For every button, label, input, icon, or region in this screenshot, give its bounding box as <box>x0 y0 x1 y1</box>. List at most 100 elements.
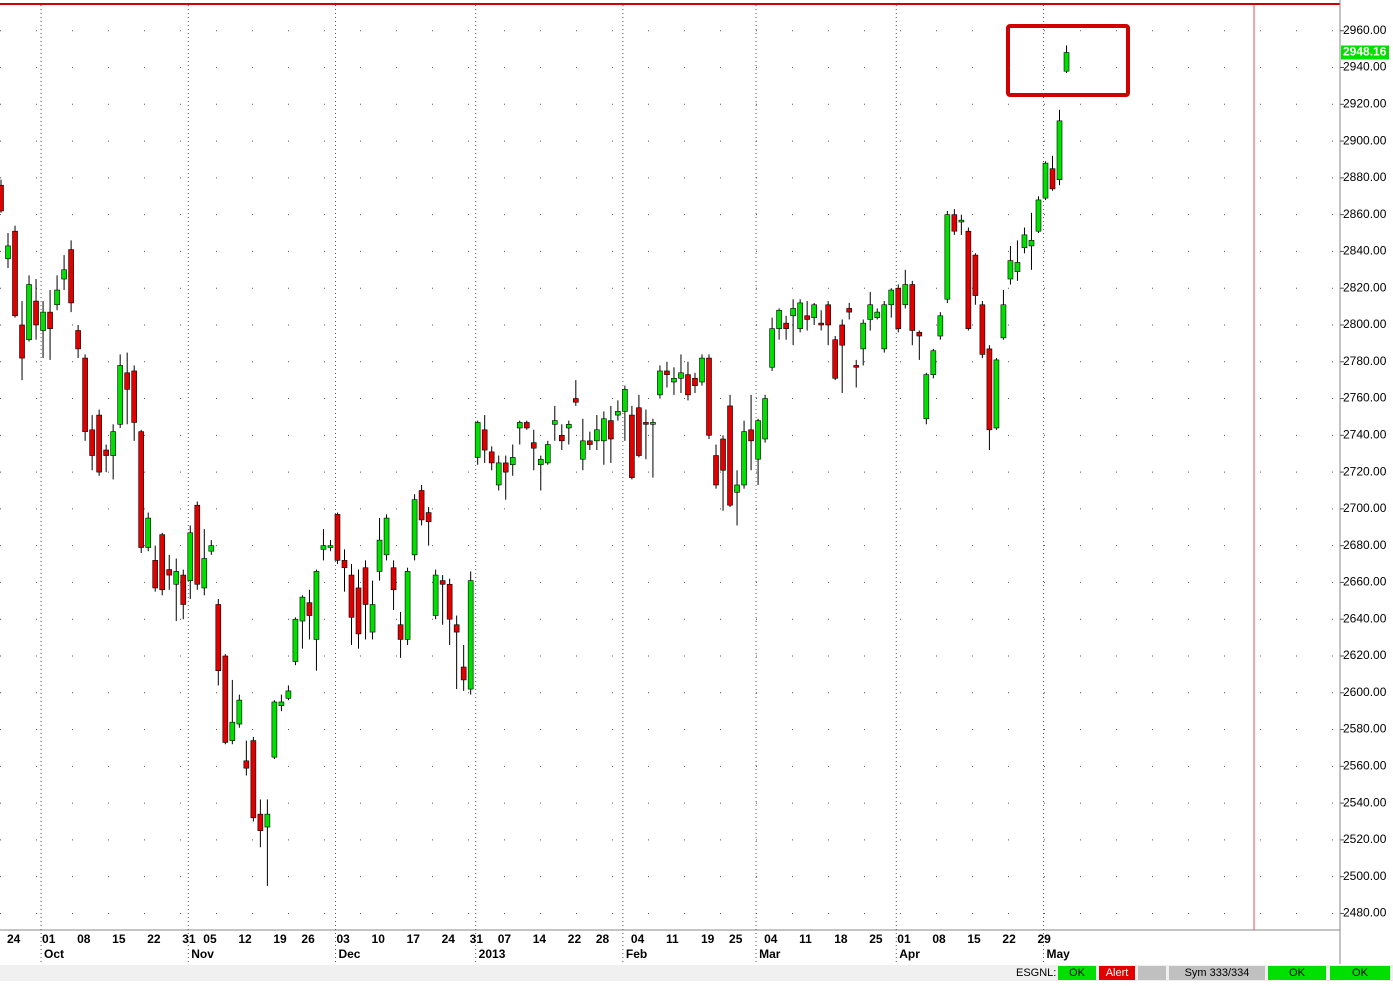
last-price-label: 2948.16 <box>1343 45 1387 59</box>
candle-body <box>537 458 544 466</box>
candle-body <box>215 604 222 672</box>
candle-body <box>664 370 670 375</box>
x-tick-label: 10 <box>372 932 386 946</box>
candle-body <box>33 300 39 326</box>
x-tick-label: 11 <box>666 932 679 946</box>
candle-body <box>180 574 187 605</box>
candle-body <box>1063 52 1070 72</box>
y-tick-label: 2560.00 <box>1343 759 1387 773</box>
candle-body <box>502 462 509 473</box>
candle-body <box>229 721 236 741</box>
x-tick-label: 31 <box>470 932 484 946</box>
candle-body <box>993 359 1000 429</box>
candle-body <box>895 287 902 329</box>
x-tick-label: 05 <box>203 932 217 946</box>
month-label: Mar <box>759 947 781 961</box>
y-tick-label: 2940.00 <box>1343 60 1387 74</box>
candle-body <box>594 429 600 442</box>
candle-body <box>243 760 250 769</box>
candle-body <box>860 322 867 350</box>
candle-body <box>348 574 355 618</box>
candle-body <box>474 422 481 458</box>
candle-body <box>615 411 621 416</box>
candle-body <box>713 455 719 486</box>
candle-body <box>187 532 194 581</box>
x-tick-label: 29 <box>1037 932 1051 946</box>
x-tick-label: 22 <box>147 932 161 946</box>
candle-body <box>313 571 320 640</box>
candle-body <box>68 249 74 304</box>
y-tick-label: 2680.00 <box>1343 538 1387 552</box>
candle-body <box>439 580 446 585</box>
x-tick-label: 08 <box>932 932 946 946</box>
candle-body <box>678 372 684 379</box>
candle-body <box>1021 234 1028 249</box>
x-tick-label: 01 <box>42 932 56 946</box>
candle-body <box>958 219 965 223</box>
y-tick-label: 2760.00 <box>1343 391 1387 405</box>
candle-body <box>699 357 705 383</box>
y-tick-label: 2660.00 <box>1343 575 1387 589</box>
last-price-badge <box>1341 45 1389 60</box>
candle-body <box>145 517 152 548</box>
x-tick-label: 22 <box>568 932 582 946</box>
candle-body <box>530 442 537 449</box>
candle-body <box>685 374 691 396</box>
candle-body <box>54 289 60 306</box>
symbols-text: Sym 333/334 <box>1185 967 1250 979</box>
alert-box <box>1099 966 1135 980</box>
candle-body <box>26 284 32 340</box>
candle-body <box>383 517 390 556</box>
y-tick-label: 2500.00 <box>1343 869 1387 883</box>
candle-body <box>1014 262 1021 272</box>
candle-body <box>5 245 11 260</box>
y-tick-label: 2800.00 <box>1343 317 1387 331</box>
candle-body <box>222 655 229 743</box>
candle-body <box>47 311 53 329</box>
y-tick-label: 2540.00 <box>1343 795 1387 809</box>
candle-body <box>1000 304 1007 339</box>
candle-body <box>580 440 586 460</box>
candle-body <box>159 534 166 591</box>
candle-body <box>853 365 860 368</box>
x-tick-label: 12 <box>238 932 252 946</box>
candle-body <box>96 414 102 473</box>
x-tick-label: 19 <box>273 932 287 946</box>
y-tick-label: 2860.00 <box>1343 207 1387 221</box>
candle-body <box>173 571 180 585</box>
x-tick-label: 22 <box>1002 932 1016 946</box>
candle-body <box>523 422 530 429</box>
x-tick-label: 18 <box>834 932 848 946</box>
candle-body <box>762 398 768 440</box>
candle-body <box>250 740 257 819</box>
candle-body <box>566 423 572 429</box>
candle-body <box>846 308 853 313</box>
candle-body <box>488 451 495 464</box>
candle-body <box>923 374 930 420</box>
candle-body <box>201 558 208 589</box>
candle-body <box>1028 240 1035 247</box>
candle-body <box>264 813 271 828</box>
x-tick-label: 15 <box>112 932 126 946</box>
candle-body <box>138 431 144 548</box>
candle-body <box>769 328 775 368</box>
candle-body <box>12 230 18 317</box>
y-tick-label: 2520.00 <box>1343 832 1387 846</box>
candle-body <box>292 618 299 662</box>
candle-body <box>944 214 951 300</box>
candle-body <box>404 571 411 640</box>
candle-body <box>376 539 383 572</box>
candle-body <box>236 699 243 725</box>
candle-body <box>299 596 306 622</box>
candle-body <box>1035 199 1042 232</box>
candle-body <box>341 560 348 569</box>
candle-body <box>61 269 67 280</box>
candle-body <box>734 484 740 493</box>
candle-body <box>390 567 397 591</box>
candle-body <box>986 348 993 431</box>
x-tick-label: 14 <box>533 932 547 946</box>
candle-body <box>278 701 285 706</box>
y-tick-label: 2900.00 <box>1343 133 1387 147</box>
candle-body <box>558 435 565 442</box>
candle-body <box>601 418 607 442</box>
